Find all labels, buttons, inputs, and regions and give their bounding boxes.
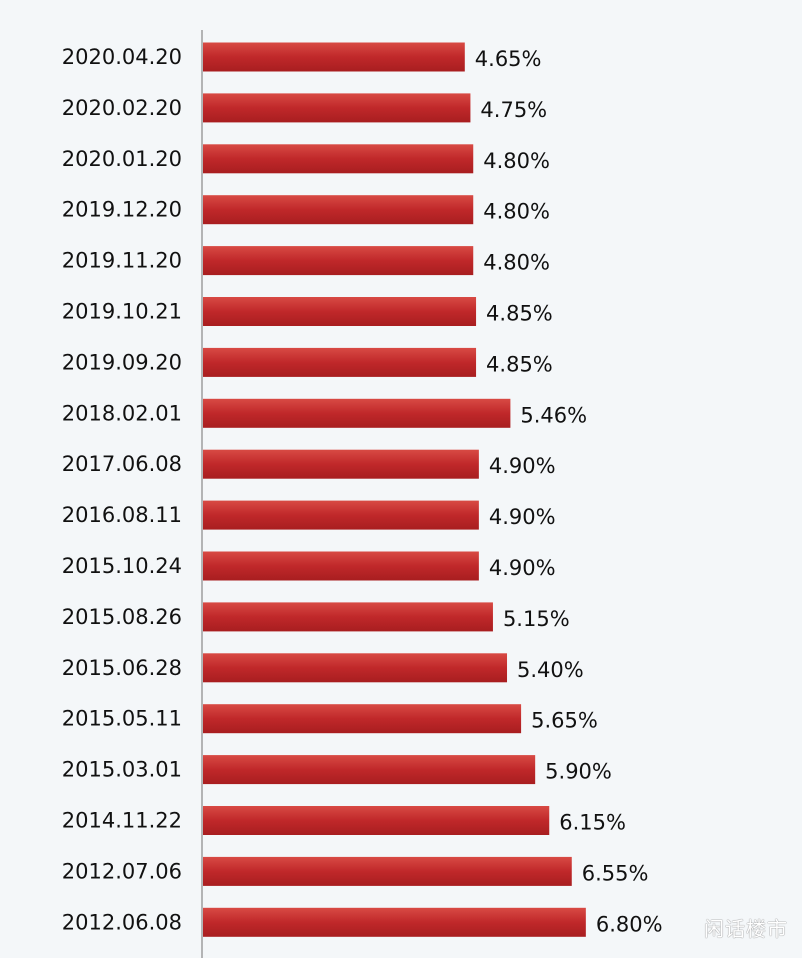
data-label: 4.90% <box>489 556 556 580</box>
bar <box>203 246 474 276</box>
bar <box>203 653 508 683</box>
data-label: 4.65% <box>475 47 542 71</box>
bar <box>203 602 493 632</box>
category-label: 2015.05.11 <box>62 707 182 731</box>
data-label: 6.15% <box>559 811 626 835</box>
category-label: 2015.06.28 <box>62 656 182 680</box>
category-label: 2018.02.01 <box>62 401 182 425</box>
data-label: 6.55% <box>582 861 649 885</box>
category-label: 2017.06.08 <box>62 452 182 476</box>
bar <box>203 93 471 123</box>
bar <box>203 856 572 886</box>
data-label: 4.80% <box>483 251 550 275</box>
bar <box>203 551 479 581</box>
bar <box>203 704 522 734</box>
data-label: 4.80% <box>483 149 550 173</box>
data-label: 5.46% <box>520 403 587 427</box>
bar <box>203 755 536 785</box>
data-label: 5.40% <box>517 658 584 682</box>
category-label: 2019.12.20 <box>62 198 182 222</box>
category-label: 2014.11.22 <box>62 809 182 833</box>
category-label: 2019.09.20 <box>62 350 182 374</box>
bar <box>203 806 550 835</box>
data-label: 4.85% <box>486 352 553 376</box>
bar <box>203 297 477 326</box>
category-label: 2012.06.08 <box>62 910 182 934</box>
bar <box>203 398 511 428</box>
watermark: 闲话楼市 <box>704 917 788 941</box>
bar <box>203 500 479 530</box>
bar <box>203 449 479 479</box>
data-label: 4.90% <box>489 505 556 529</box>
bar <box>203 347 477 377</box>
data-label: 6.80% <box>596 912 663 936</box>
data-label: 4.75% <box>480 98 547 122</box>
category-label: 2012.07.06 <box>62 859 182 883</box>
category-label: 2020.01.20 <box>62 147 182 171</box>
category-label: 2019.10.21 <box>62 300 182 324</box>
data-label: 5.65% <box>531 709 598 733</box>
bar <box>203 195 474 225</box>
data-label: 4.90% <box>489 454 556 478</box>
data-label: 4.80% <box>483 200 550 224</box>
category-label: 2020.04.20 <box>62 45 182 69</box>
data-label: 4.85% <box>486 302 553 326</box>
bar <box>203 907 586 937</box>
category-label: 2019.11.20 <box>62 249 182 273</box>
category-label: 2015.08.26 <box>62 605 182 629</box>
data-label: 5.15% <box>503 607 570 631</box>
bar <box>203 42 465 72</box>
bar <box>203 144 474 174</box>
category-label: 2020.02.20 <box>62 96 182 120</box>
data-label: 5.90% <box>545 760 612 784</box>
category-label: 2015.10.24 <box>62 554 182 578</box>
category-label: 2016.08.11 <box>62 503 182 527</box>
category-label: 2015.03.01 <box>62 758 182 782</box>
